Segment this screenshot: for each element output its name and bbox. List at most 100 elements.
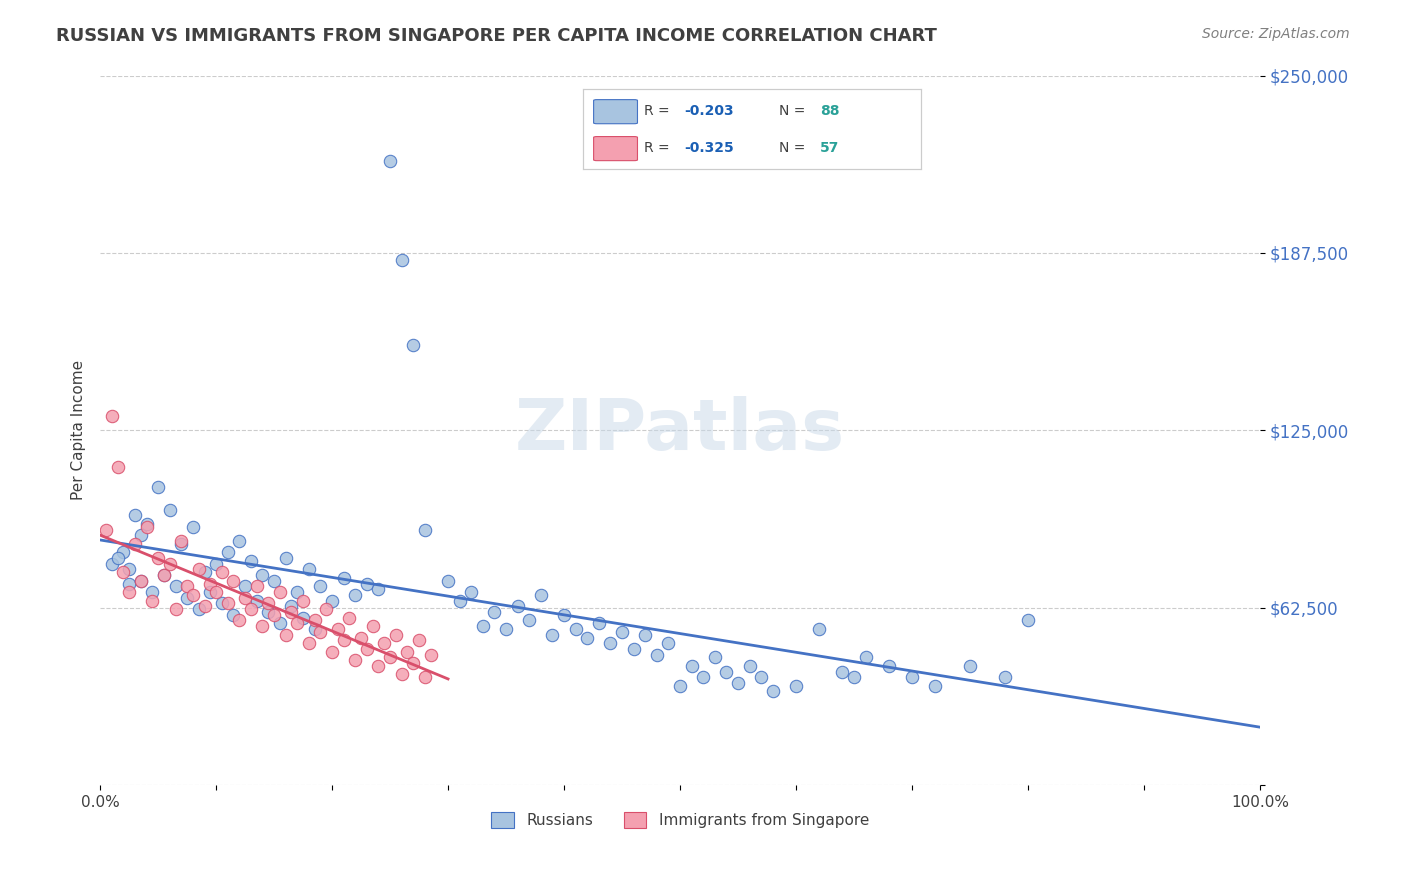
Point xyxy=(187,562,209,576)
Point xyxy=(217,545,239,559)
Point xyxy=(304,622,326,636)
Point xyxy=(506,599,529,614)
Point xyxy=(361,619,384,633)
Text: RUSSIAN VS IMMIGRANTS FROM SINGAPORE PER CAPITA INCOME CORRELATION CHART: RUSSIAN VS IMMIGRANTS FROM SINGAPORE PER… xyxy=(56,27,938,45)
Point xyxy=(263,607,285,622)
Point xyxy=(222,574,245,588)
Point xyxy=(877,659,900,673)
Point xyxy=(564,622,586,636)
Point xyxy=(645,648,668,662)
Point xyxy=(378,650,401,665)
Point xyxy=(193,566,215,580)
Point xyxy=(321,645,343,659)
Point xyxy=(634,628,657,642)
Point xyxy=(118,562,141,576)
Point xyxy=(233,591,256,605)
Point xyxy=(118,576,141,591)
Point xyxy=(437,574,460,588)
Point xyxy=(495,622,517,636)
Point xyxy=(657,636,679,650)
Text: R =: R = xyxy=(644,103,675,118)
Point xyxy=(129,528,152,542)
Point xyxy=(285,585,308,599)
Point xyxy=(205,585,228,599)
Point xyxy=(118,585,141,599)
Point xyxy=(367,659,389,673)
Point xyxy=(153,568,176,582)
Point xyxy=(408,633,430,648)
Point xyxy=(703,650,725,665)
Point xyxy=(124,508,146,523)
Point xyxy=(669,679,692,693)
Point xyxy=(309,579,332,593)
Point xyxy=(252,568,274,582)
Point xyxy=(170,537,193,551)
Point xyxy=(200,576,222,591)
Y-axis label: Per Capita Income: Per Capita Income xyxy=(72,360,86,500)
Point xyxy=(344,588,367,602)
Point xyxy=(263,574,285,588)
Point xyxy=(681,659,703,673)
Point xyxy=(165,579,187,593)
Point xyxy=(298,562,321,576)
Point xyxy=(356,641,378,656)
Point xyxy=(146,551,169,566)
Point xyxy=(135,516,157,531)
Point xyxy=(553,607,575,622)
Point xyxy=(205,557,228,571)
Point xyxy=(692,670,714,684)
Text: 57: 57 xyxy=(820,141,839,155)
Point xyxy=(292,593,315,607)
Point xyxy=(298,636,321,650)
Point xyxy=(246,593,269,607)
Point xyxy=(831,665,853,679)
Point xyxy=(304,614,326,628)
Point xyxy=(274,628,297,642)
Point xyxy=(153,568,176,582)
Point xyxy=(402,338,425,352)
Point xyxy=(413,523,436,537)
Point xyxy=(233,579,256,593)
Point xyxy=(449,593,471,607)
Point xyxy=(541,628,564,642)
Point xyxy=(356,576,378,591)
Text: N =: N = xyxy=(779,103,810,118)
Point xyxy=(413,670,436,684)
Point xyxy=(176,591,198,605)
Point xyxy=(471,619,494,633)
Point xyxy=(94,523,117,537)
FancyBboxPatch shape xyxy=(593,136,637,161)
Point xyxy=(599,636,621,650)
Point xyxy=(576,631,599,645)
Point xyxy=(350,631,373,645)
Point xyxy=(530,588,553,602)
Point xyxy=(200,585,222,599)
Point xyxy=(239,602,262,616)
Point xyxy=(292,610,315,624)
Point xyxy=(610,624,633,639)
Point xyxy=(373,636,395,650)
Point xyxy=(181,588,204,602)
Point xyxy=(246,579,269,593)
Point xyxy=(112,566,135,580)
Point xyxy=(716,665,738,679)
Point xyxy=(257,597,280,611)
Text: R =: R = xyxy=(644,141,675,155)
Point xyxy=(211,597,233,611)
Point xyxy=(211,566,233,580)
Point xyxy=(217,597,239,611)
Point xyxy=(193,599,215,614)
Point xyxy=(165,602,187,616)
Point xyxy=(785,679,807,693)
Point xyxy=(924,679,946,693)
Point xyxy=(749,670,772,684)
Point xyxy=(252,619,274,633)
Point xyxy=(808,622,831,636)
Point xyxy=(280,599,302,614)
Point xyxy=(107,551,129,566)
Point xyxy=(159,557,181,571)
Point xyxy=(901,670,924,684)
Point xyxy=(170,534,193,549)
Point xyxy=(402,656,425,670)
Point xyxy=(176,579,198,593)
